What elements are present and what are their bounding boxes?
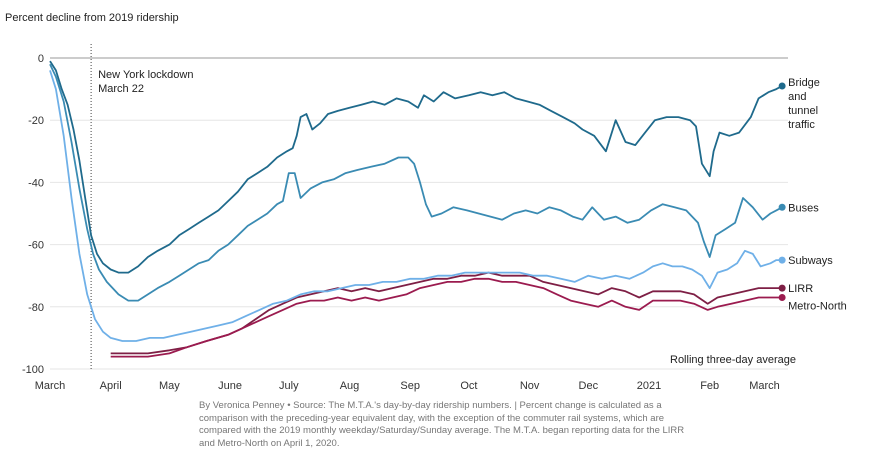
series-lines: [49, 60, 783, 358]
y-axis-ticks: 0 -20 -40 -60 -80 -100: [22, 53, 44, 376]
series-label-line: and: [788, 91, 806, 103]
series-label-line: Bridge: [788, 77, 820, 89]
rolling-average-note: Rolling three-day average: [670, 354, 796, 366]
y-tick-label: -80: [28, 302, 44, 314]
x-tick-label: Dec: [579, 380, 599, 392]
annotation-line: March 22: [98, 83, 144, 95]
y-axis-label: Percent decline from 2019 ridership: [5, 12, 179, 24]
series-line-subways: [49, 70, 783, 342]
endpoint-dot: [778, 284, 786, 292]
series-line-metro-north: [110, 277, 783, 358]
y-tick-label: -100: [22, 364, 44, 376]
annotation-line: New York lockdown: [98, 69, 193, 81]
endpoint-dot: [778, 293, 786, 301]
series-label-line: Subways: [788, 255, 833, 267]
x-tick-label: July: [279, 380, 299, 392]
series-line-bridge-and-tunnel-traffic: [49, 60, 783, 274]
y-tick-label: -60: [28, 240, 44, 252]
x-axis-ticks: March April May June July Aug Sep Oct Nov Dec 2021…: [35, 380, 780, 392]
series-label-line: Metro-North: [788, 300, 847, 312]
x-tick-label: March: [35, 380, 66, 392]
series-label: Subways: [788, 255, 833, 267]
x-tick-label: 2021: [637, 380, 661, 392]
x-tick-label: Aug: [340, 380, 360, 392]
chart-credit: By Veronica Penney • Source: The M.T.A.'…: [199, 400, 685, 449]
x-tick-label: Nov: [520, 380, 540, 392]
lockdown-annotation: New York lockdown March 22: [98, 69, 193, 95]
series-label-line: LIRR: [788, 283, 813, 295]
y-tick-label: 0: [38, 53, 44, 65]
series-label: Metro-North: [788, 300, 847, 312]
x-tick-label: June: [218, 380, 242, 392]
x-tick-label: Oct: [460, 380, 477, 392]
series-labels: Bridge and tunnel traffic Buses Subways LIRR Me…: [788, 77, 847, 312]
gridlines: [50, 57, 788, 370]
series-endpoints: [778, 82, 786, 301]
series-label: LIRR: [788, 283, 813, 295]
series-label-line: Buses: [788, 202, 819, 214]
x-tick-label: Sep: [400, 380, 420, 392]
x-tick-label: April: [100, 380, 122, 392]
endpoint-dot: [778, 82, 786, 90]
series-label: Buses: [788, 202, 819, 214]
y-tick-label: -20: [28, 115, 44, 127]
series-line-buses: [49, 63, 783, 302]
series-label: Bridge and tunnel traffic: [788, 77, 820, 131]
ridership-line-chart: 0 -20 -40 -60 -80 -100 March April May June July A…: [5, 12, 847, 392]
x-tick-label: Feb: [700, 380, 719, 392]
series-label-line: traffic: [788, 119, 815, 131]
x-tick-label: March: [749, 380, 780, 392]
y-tick-label: -40: [28, 177, 44, 189]
series-label-line: tunnel: [788, 105, 818, 117]
endpoint-dot: [778, 203, 786, 211]
x-tick-label: May: [159, 380, 180, 392]
series-line-lirr: [110, 271, 783, 355]
endpoint-dot: [778, 256, 786, 264]
